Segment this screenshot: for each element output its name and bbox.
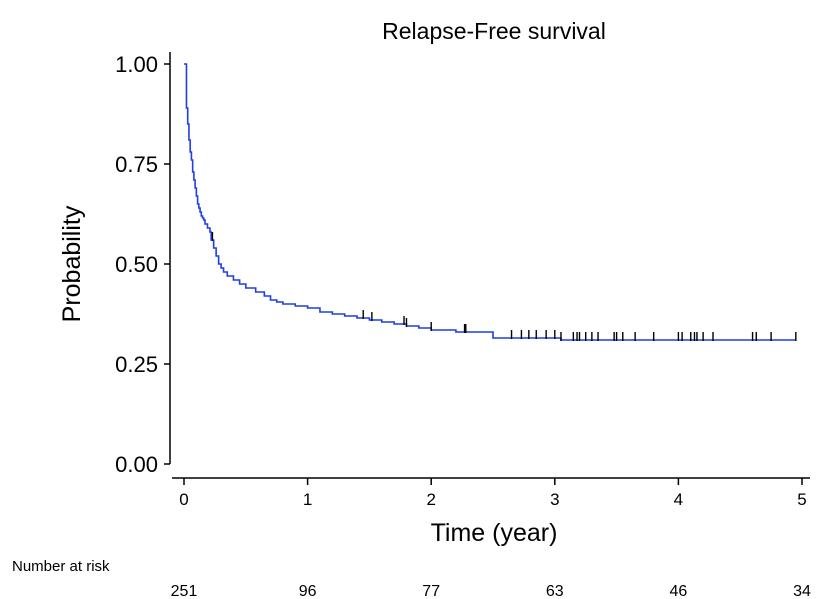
y-tick-label: 0.25 [115,352,158,377]
survival-curve [184,63,796,341]
y-tick-label: 1.00 [115,52,158,77]
risk-count: 34 [793,583,811,599]
y-axis: 0.00 0.25 0.50 0.75 1.00 [115,52,171,477]
risk-count: 77 [422,583,440,599]
x-axis: 0 1 2 3 4 5 [172,477,810,509]
x-tick-label: 4 [674,490,683,509]
risk-count: 46 [670,583,688,599]
risk-table-label: Number at risk [12,558,110,575]
y-tick-label: 0.75 [115,152,158,177]
y-axis-label: Probability [58,205,86,322]
chart-title: Relapse-Free survival [382,18,606,44]
y-tick-label: 0.00 [115,452,158,477]
risk-count: 96 [299,583,317,599]
x-axis-label: Time (year) [431,519,558,547]
x-tick-label: 3 [550,490,559,509]
x-tick-label: 2 [426,490,435,509]
x-tick-label: 1 [303,490,312,509]
x-tick-label: 5 [797,490,806,509]
risk-count: 251 [171,583,198,599]
risk-count: 63 [546,583,564,599]
x-tick-label: 0 [179,490,188,509]
risk-table: 251 96 77 63 46 34 [171,583,811,599]
y-tick-label: 0.50 [115,252,158,277]
plot-area [184,63,797,341]
